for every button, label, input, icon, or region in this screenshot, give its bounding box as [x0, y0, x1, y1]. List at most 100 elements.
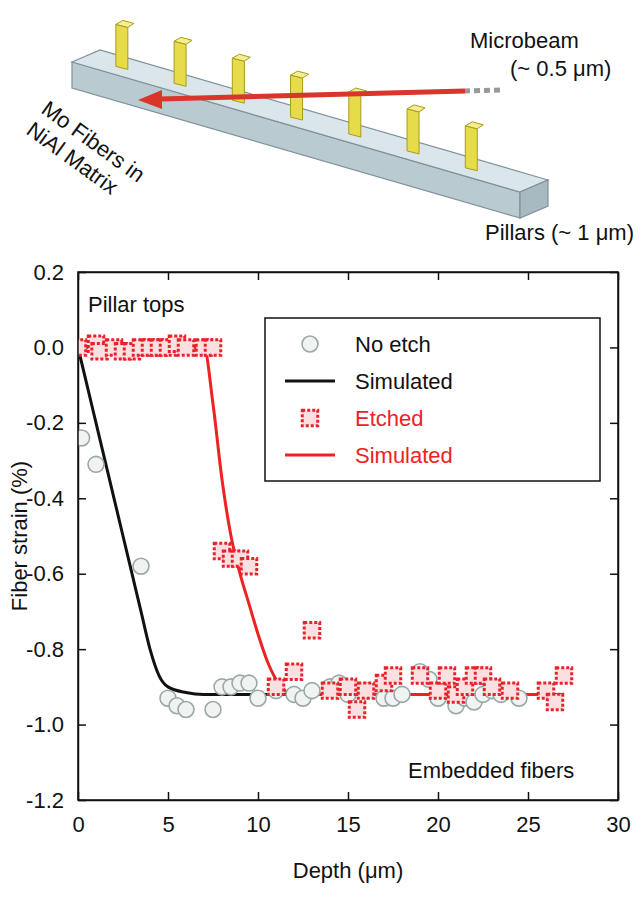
microbeam-label: Microbeam — [470, 28, 579, 53]
tick — [610, 498, 618, 499]
beam-head — [138, 90, 162, 109]
tick-label: 0.2 — [33, 260, 64, 285]
tick: 10 — [246, 792, 270, 837]
data-point — [78, 339, 86, 355]
tick: -0.4 — [26, 486, 86, 511]
matrix-end — [520, 180, 548, 218]
tick-mark — [438, 792, 440, 800]
data-point — [78, 430, 90, 446]
tick — [168, 272, 169, 280]
legend-line — [285, 380, 335, 383]
legend-label: No etch — [355, 332, 431, 357]
data-point — [268, 679, 283, 694]
legend-marker — [302, 410, 317, 425]
tick-mark — [528, 272, 530, 280]
tick: -1.0 — [26, 712, 86, 737]
tick-mark — [348, 272, 350, 280]
tick-label: 30 — [606, 812, 630, 837]
data-point — [78, 340, 86, 355]
legend-line — [285, 454, 335, 457]
pillar — [349, 92, 361, 137]
y-axis-right — [610, 273, 619, 801]
x-axis: 051015202530 — [72, 792, 630, 837]
data-point — [178, 340, 193, 355]
pillar-top — [407, 105, 425, 112]
matrix-label: NiAl Matrix — [22, 117, 123, 200]
legend-label: Etched — [355, 406, 424, 431]
tick-label: -0.8 — [26, 637, 64, 662]
tick — [528, 272, 529, 280]
tick-mark — [610, 423, 618, 425]
data-point — [439, 668, 454, 683]
tick-mark — [438, 272, 440, 280]
data-point — [241, 675, 257, 691]
tick-mark — [78, 573, 86, 575]
data-point — [385, 668, 400, 683]
tick — [610, 725, 618, 726]
data-point — [286, 664, 301, 679]
pillar — [116, 24, 128, 69]
tick-label: 0.0 — [33, 335, 64, 360]
plot-frame — [78, 272, 618, 800]
x-axis-top — [79, 272, 619, 280]
y-axis: 0.2 0.0 -0.2 -0.4 -0.6 -0.8 -1.0 -1.2 — [26, 260, 86, 813]
tick: 25 — [516, 792, 540, 837]
beam-tail — [465, 90, 500, 91]
data-point — [250, 690, 266, 706]
tick-label: 15 — [336, 812, 360, 837]
tick-mark — [258, 792, 260, 800]
pillar-top — [174, 37, 192, 44]
tick-label: -0.2 — [26, 410, 64, 435]
data-point — [88, 456, 104, 472]
tick — [610, 347, 618, 348]
data-point — [178, 702, 194, 718]
legend-marker — [302, 336, 318, 352]
tick-mark — [258, 272, 260, 280]
legend-label: Simulated — [355, 369, 453, 394]
data-point — [304, 683, 320, 699]
data-point — [430, 683, 445, 698]
tick — [258, 272, 259, 280]
data-point — [412, 668, 427, 683]
legend: No etchSimulatedEtchedSimulated — [265, 318, 600, 481]
beam — [160, 91, 465, 99]
tick: 15 — [336, 792, 360, 837]
pillar-top — [116, 20, 134, 27]
tick-label: 5 — [162, 812, 174, 837]
annotation: Embedded fibers — [408, 758, 574, 783]
tick-mark — [78, 649, 86, 651]
tick — [610, 574, 618, 575]
data-point — [322, 683, 337, 698]
tick: 5 — [162, 792, 174, 837]
data-point — [358, 683, 374, 699]
pillar — [407, 109, 419, 154]
pillar-top — [291, 71, 309, 78]
data-point — [547, 694, 562, 709]
data-point — [304, 623, 319, 638]
tick-mark — [348, 792, 350, 800]
matrix-front — [72, 62, 520, 218]
tick-label: 25 — [516, 812, 540, 837]
tick — [610, 423, 618, 424]
tick-mark — [528, 792, 530, 800]
tick-mark — [610, 649, 618, 651]
data-point — [133, 558, 149, 574]
tick-mark — [610, 498, 618, 500]
tick-label: -1.2 — [26, 788, 64, 813]
tick-label: 20 — [426, 812, 450, 837]
pillar — [174, 41, 186, 86]
tick-mark — [610, 573, 618, 575]
data-point — [205, 340, 220, 355]
data-point — [394, 686, 410, 702]
tick-mark — [78, 724, 86, 726]
microbeam-label: (~ 0.5 μm) — [510, 56, 611, 81]
pillars-label: Pillars (~ 1 μm) — [485, 220, 634, 245]
tick: -0.6 — [26, 561, 86, 586]
annotation: Pillar tops — [88, 292, 185, 317]
data-point — [340, 679, 355, 694]
pillar-top — [232, 54, 250, 61]
figure: Microbeam(~ 0.5 μm)Mo Fibers inNiAl Matr… — [0, 0, 640, 904]
tick-mark — [168, 792, 170, 800]
data-point — [241, 558, 256, 573]
tick-mark — [78, 423, 86, 425]
